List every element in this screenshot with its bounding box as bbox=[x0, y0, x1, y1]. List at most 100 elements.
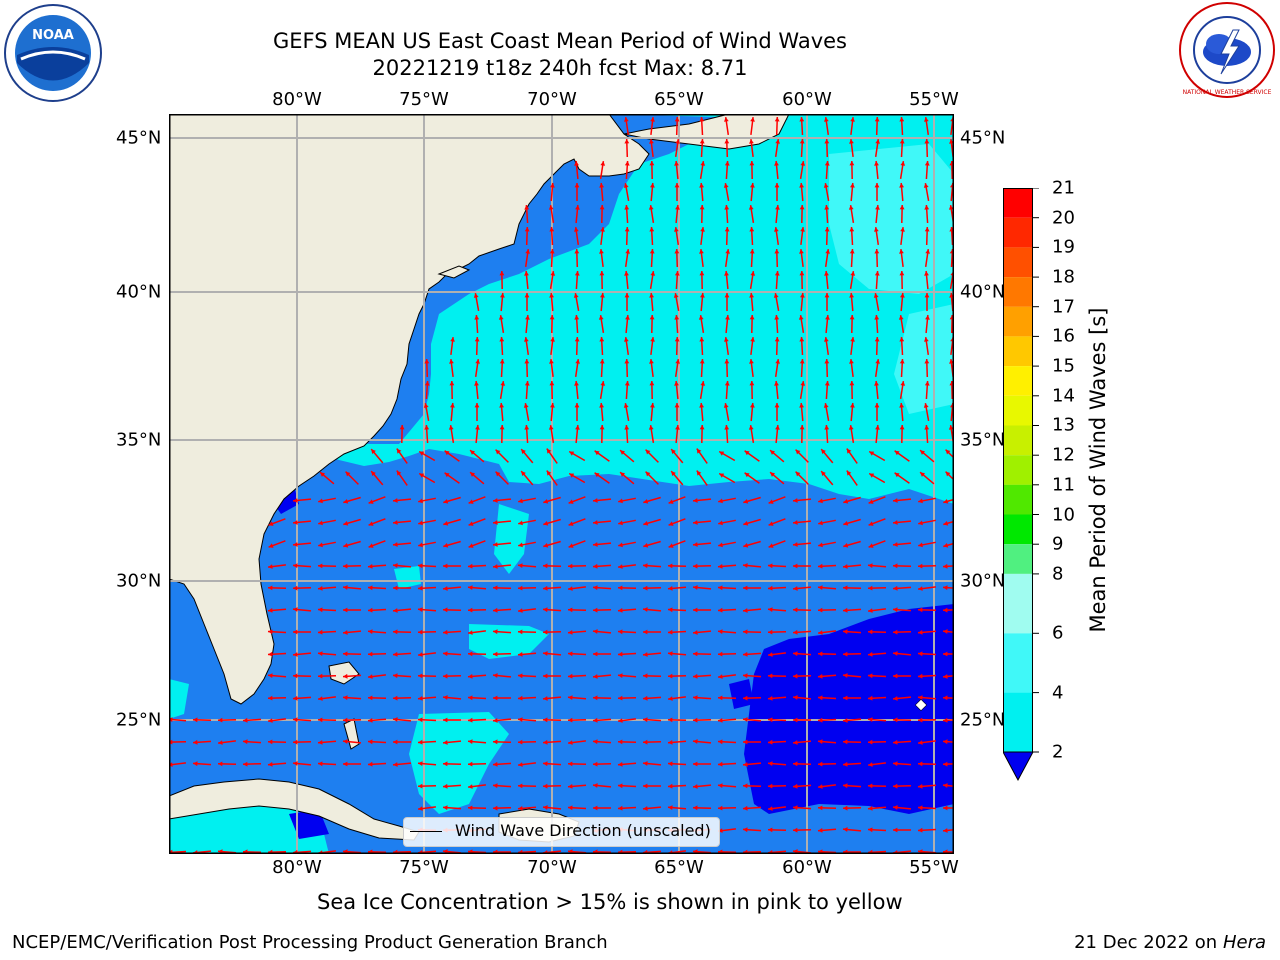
wind-arrow-icon bbox=[492, 739, 512, 745]
colorbar-tick-label: 21 bbox=[1052, 177, 1075, 199]
wind-arrow-icon bbox=[917, 717, 937, 723]
wind-arrow-icon bbox=[824, 424, 830, 444]
wind-arrow-icon bbox=[592, 585, 612, 591]
wind-arrow-icon bbox=[850, 182, 855, 202]
wind-arrow-icon bbox=[467, 761, 487, 767]
wind-arrow-icon bbox=[467, 717, 487, 723]
wind-arrow-icon bbox=[642, 673, 662, 679]
wind-arrow-icon bbox=[874, 160, 879, 180]
wind-arrow-icon bbox=[396, 448, 408, 464]
wind-arrow-icon bbox=[900, 227, 905, 245]
wind-arrow-icon bbox=[843, 518, 861, 526]
wind-arrow-icon bbox=[574, 403, 580, 421]
lat-tick-left: 45°N bbox=[116, 127, 162, 149]
wind-arrow-icon bbox=[767, 607, 787, 612]
wind-arrow-icon bbox=[875, 204, 880, 224]
wind-arrow-icon bbox=[517, 652, 537, 657]
chart-subtitle: 20221219 t18z 240h fcst Max: 8.71 bbox=[372, 56, 748, 80]
wind-arrow-icon bbox=[650, 337, 655, 355]
wind-arrow-icon bbox=[918, 740, 936, 745]
wind-arrow-icon bbox=[599, 358, 605, 378]
wind-arrow-icon bbox=[392, 608, 412, 613]
wind-arrow-icon bbox=[343, 496, 361, 504]
wind-arrow-icon bbox=[617, 629, 637, 635]
wind-arrow-icon bbox=[750, 337, 755, 355]
wind-arrow-icon bbox=[919, 471, 935, 485]
wind-arrow-icon bbox=[723, 182, 730, 202]
wind-arrow-icon bbox=[574, 248, 580, 268]
wind-arrow-icon bbox=[343, 518, 361, 526]
wind-arrow-icon bbox=[742, 673, 762, 679]
wind-arrow-icon bbox=[849, 314, 855, 334]
colorbar-level bbox=[1003, 188, 1033, 218]
wind-arrow-icon bbox=[774, 336, 780, 356]
wind-arrow-icon bbox=[417, 739, 437, 745]
wind-arrow-icon bbox=[617, 783, 637, 789]
colorbar-tick-label: 6 bbox=[1052, 622, 1064, 644]
wind-arrow-icon bbox=[517, 585, 537, 591]
wind-arrow-icon bbox=[495, 471, 509, 485]
wind-arrow-icon bbox=[292, 695, 312, 701]
wind-arrow-icon bbox=[674, 160, 679, 180]
wind-arrow-icon bbox=[792, 520, 812, 525]
wind-arrow-icon bbox=[525, 314, 530, 334]
wind-arrow-icon bbox=[517, 739, 537, 745]
wind-arrow-icon bbox=[292, 673, 312, 679]
wind-arrow-icon bbox=[799, 380, 806, 400]
wind-arrow-icon bbox=[817, 761, 837, 767]
wind-arrow-icon bbox=[598, 314, 605, 334]
wind-arrow-icon bbox=[417, 585, 437, 591]
wind-arrow-icon bbox=[574, 160, 579, 180]
colorbar-title: Mean Period of Wind Waves [s] bbox=[1086, 307, 1110, 633]
wind-arrow-icon bbox=[367, 607, 387, 613]
wind-arrow-icon bbox=[524, 248, 530, 268]
colorbar-tick-label: 18 bbox=[1052, 266, 1075, 288]
wind-arrow-icon bbox=[843, 496, 861, 504]
wind-arrow-icon bbox=[618, 564, 636, 569]
wind-arrow-icon bbox=[824, 270, 829, 290]
wind-arrow-icon bbox=[599, 336, 605, 356]
colorbar-tick-label: 16 bbox=[1052, 325, 1075, 347]
wind-arrow-icon bbox=[717, 761, 737, 767]
wind-arrow-icon bbox=[674, 116, 680, 136]
wind-arrow-icon bbox=[874, 138, 880, 158]
wind-arrow-icon bbox=[674, 380, 679, 400]
wind-arrow-icon bbox=[942, 585, 954, 591]
wind-arrow-icon bbox=[742, 717, 762, 722]
wind-arrow-icon bbox=[317, 740, 337, 745]
wind-arrow-icon bbox=[396, 470, 408, 486]
wind-arrow-icon bbox=[492, 673, 512, 678]
wind-arrow-icon bbox=[917, 695, 937, 700]
wind-arrow-icon bbox=[574, 314, 580, 334]
wind-arrow-icon bbox=[874, 314, 880, 334]
wind-arrow-icon bbox=[894, 450, 910, 462]
colorbar-tick-label: 13 bbox=[1052, 414, 1075, 436]
wind-arrow-icon bbox=[617, 762, 637, 767]
wind-arrow-icon bbox=[392, 542, 412, 547]
wind-arrow-icon bbox=[442, 607, 462, 613]
wind-arrow-icon bbox=[874, 270, 880, 290]
wind-arrow-icon bbox=[767, 673, 787, 679]
wind-arrow-icon bbox=[924, 204, 930, 224]
wind-arrow-icon bbox=[542, 696, 562, 701]
wind-arrow-icon bbox=[943, 542, 954, 548]
wind-arrow-icon bbox=[650, 182, 655, 202]
wind-arrow-icon bbox=[642, 761, 662, 766]
wind-arrow-icon bbox=[899, 424, 905, 444]
wind-arrow-icon bbox=[868, 496, 886, 504]
wind-arrow-icon bbox=[567, 717, 587, 723]
wind-arrow-icon bbox=[543, 518, 561, 526]
wind-arrow-icon bbox=[767, 827, 787, 833]
wind-arrow-icon bbox=[917, 784, 937, 789]
wind-arrow-icon bbox=[767, 629, 787, 635]
wind-arrow-icon bbox=[417, 629, 437, 635]
wind-arrow-icon bbox=[524, 226, 530, 246]
wind-arrow-icon bbox=[543, 673, 561, 679]
land-nova-scotia bbox=[623, 114, 790, 150]
wind-arrow-icon bbox=[924, 270, 929, 290]
lon-tick-top: 80°W bbox=[272, 89, 322, 110]
wind-arrow-icon bbox=[649, 380, 655, 400]
wind-arrow-icon bbox=[267, 762, 287, 767]
wind-arrow-icon bbox=[624, 138, 630, 158]
wind-arrow-icon bbox=[499, 424, 505, 444]
